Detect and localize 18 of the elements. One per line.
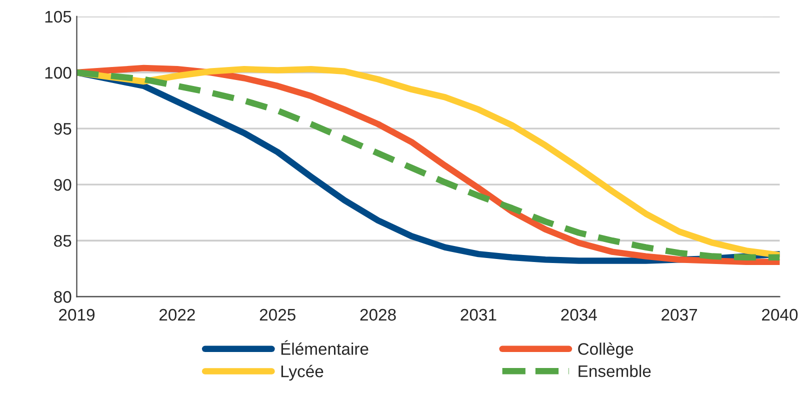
- x-tick-label: 2040: [762, 308, 798, 321]
- x-tick-label: 2022: [159, 308, 195, 321]
- y-tick-label: 100: [45, 66, 72, 79]
- y-tick-label: 95: [54, 122, 72, 135]
- x-tick-label: 2019: [59, 308, 95, 321]
- x-tick-label: 2034: [561, 308, 597, 321]
- x-tick-label: 2028: [360, 308, 396, 321]
- legend-label: Ensemble: [578, 364, 651, 378]
- legend-label: Lycée: [281, 364, 324, 381]
- y-tick-label: 85: [54, 235, 72, 247]
- y-tick-label: 105: [45, 10, 72, 23]
- y-tick-label: 90: [54, 178, 72, 191]
- legend-label: Collège: [578, 342, 634, 358]
- legend-label: Élémentaire: [281, 340, 368, 355]
- x-tick-label: 2025: [260, 308, 296, 321]
- y-tick-label: 80: [54, 291, 72, 303]
- x-tick-label: 2031: [460, 308, 496, 321]
- x-tick-label: 2037: [662, 308, 697, 321]
